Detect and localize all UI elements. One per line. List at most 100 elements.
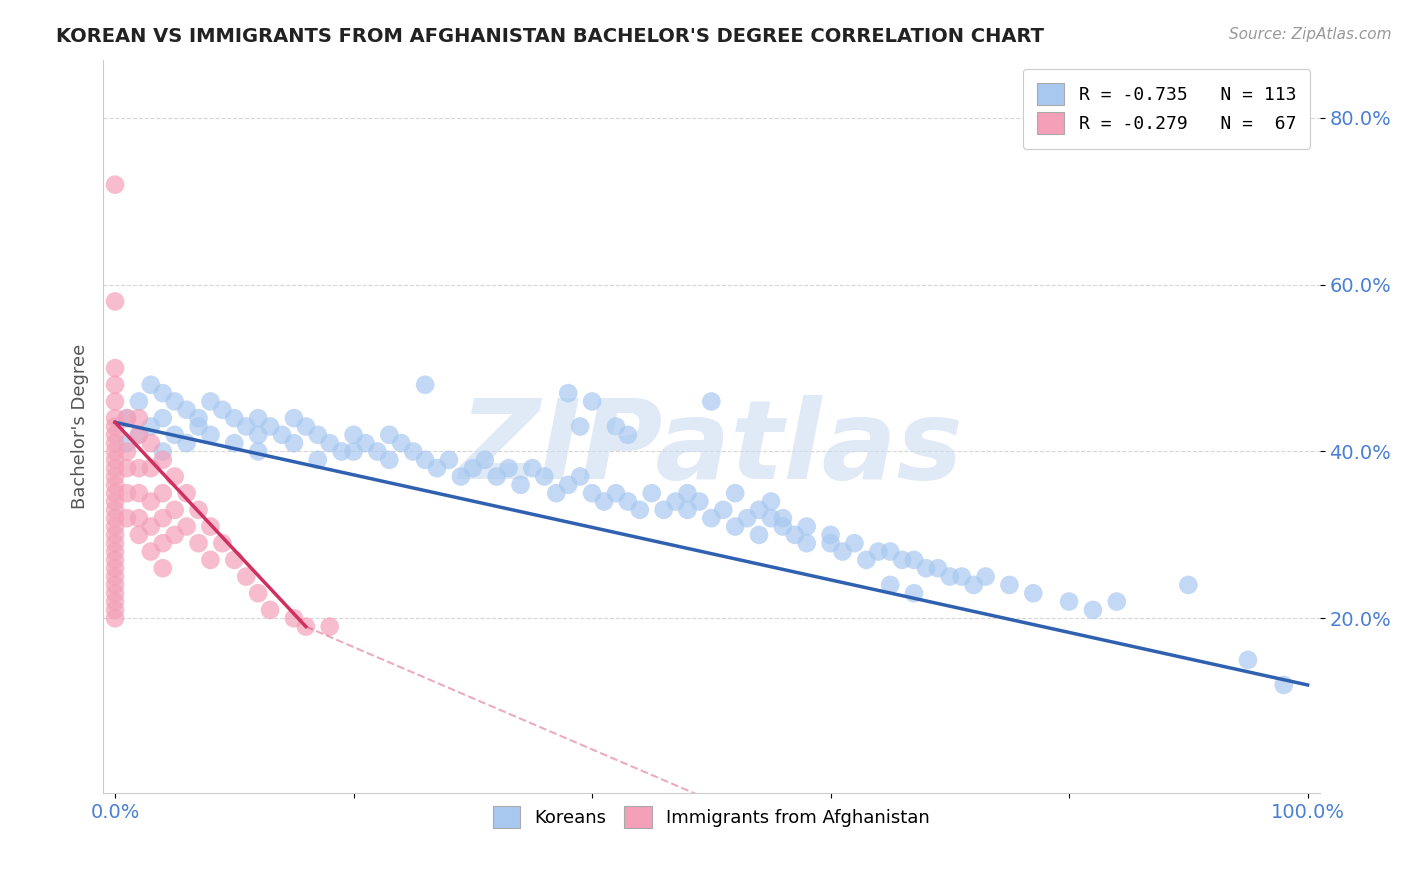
Point	[330, 444, 353, 458]
Point	[187, 536, 209, 550]
Point	[664, 494, 686, 508]
Point	[593, 494, 616, 508]
Point	[176, 519, 198, 533]
Point	[307, 453, 329, 467]
Point	[295, 619, 318, 633]
Point	[939, 569, 962, 583]
Point	[700, 511, 723, 525]
Point	[104, 361, 127, 376]
Point	[820, 528, 842, 542]
Point	[307, 427, 329, 442]
Point	[1272, 678, 1295, 692]
Point	[772, 511, 794, 525]
Point	[163, 469, 186, 483]
Point	[844, 536, 866, 550]
Point	[104, 528, 127, 542]
Point	[891, 553, 914, 567]
Point	[115, 511, 138, 525]
Text: KOREAN VS IMMIGRANTS FROM AFGHANISTAN BACHELOR'S DEGREE CORRELATION CHART: KOREAN VS IMMIGRANTS FROM AFGHANISTAN BA…	[56, 27, 1045, 45]
Point	[915, 561, 938, 575]
Point	[104, 603, 127, 617]
Point	[319, 619, 342, 633]
Point	[224, 553, 246, 567]
Point	[187, 419, 209, 434]
Point	[759, 494, 782, 508]
Point	[224, 436, 246, 450]
Point	[115, 411, 138, 425]
Point	[461, 461, 484, 475]
Point	[104, 611, 127, 625]
Point	[200, 553, 222, 567]
Point	[413, 453, 436, 467]
Point	[152, 444, 174, 458]
Text: Source: ZipAtlas.com: Source: ZipAtlas.com	[1229, 27, 1392, 42]
Point	[115, 444, 138, 458]
Point	[104, 444, 127, 458]
Point	[927, 561, 949, 575]
Point	[1081, 603, 1104, 617]
Point	[557, 478, 579, 492]
Point	[104, 561, 127, 575]
Point	[533, 469, 555, 483]
Point	[772, 519, 794, 533]
Point	[879, 578, 901, 592]
Point	[796, 519, 818, 533]
Point	[437, 453, 460, 467]
Point	[868, 544, 890, 558]
Point	[200, 394, 222, 409]
Point	[247, 586, 270, 600]
Point	[354, 436, 377, 450]
Point	[211, 402, 233, 417]
Point	[783, 528, 806, 542]
Point	[366, 444, 388, 458]
Point	[1105, 594, 1128, 608]
Point	[295, 419, 318, 434]
Point	[139, 377, 162, 392]
Point	[104, 553, 127, 567]
Point	[617, 427, 640, 442]
Point	[617, 494, 640, 508]
Point	[796, 536, 818, 550]
Point	[283, 436, 305, 450]
Point	[104, 503, 127, 517]
Point	[115, 486, 138, 500]
Point	[498, 461, 520, 475]
Point	[378, 427, 401, 442]
Point	[104, 453, 127, 467]
Point	[104, 461, 127, 475]
Point	[187, 503, 209, 517]
Point	[200, 519, 222, 533]
Point	[152, 411, 174, 425]
Point	[748, 503, 770, 517]
Point	[152, 561, 174, 575]
Point	[224, 411, 246, 425]
Point	[152, 511, 174, 525]
Point	[569, 419, 592, 434]
Point	[581, 486, 603, 500]
Point	[104, 544, 127, 558]
Point	[139, 419, 162, 434]
Point	[735, 511, 758, 525]
Point	[235, 569, 257, 583]
Point	[319, 436, 342, 450]
Point	[104, 586, 127, 600]
Point	[569, 469, 592, 483]
Point	[402, 444, 425, 458]
Point	[474, 453, 496, 467]
Point	[389, 436, 412, 450]
Point	[974, 569, 997, 583]
Point	[271, 427, 294, 442]
Point	[283, 611, 305, 625]
Point	[104, 519, 127, 533]
Point	[509, 478, 531, 492]
Point	[104, 578, 127, 592]
Point	[247, 411, 270, 425]
Point	[200, 427, 222, 442]
Point	[128, 528, 150, 542]
Point	[759, 511, 782, 525]
Point	[152, 453, 174, 467]
Point	[104, 377, 127, 392]
Point	[139, 519, 162, 533]
Point	[187, 411, 209, 425]
Point	[546, 486, 568, 500]
